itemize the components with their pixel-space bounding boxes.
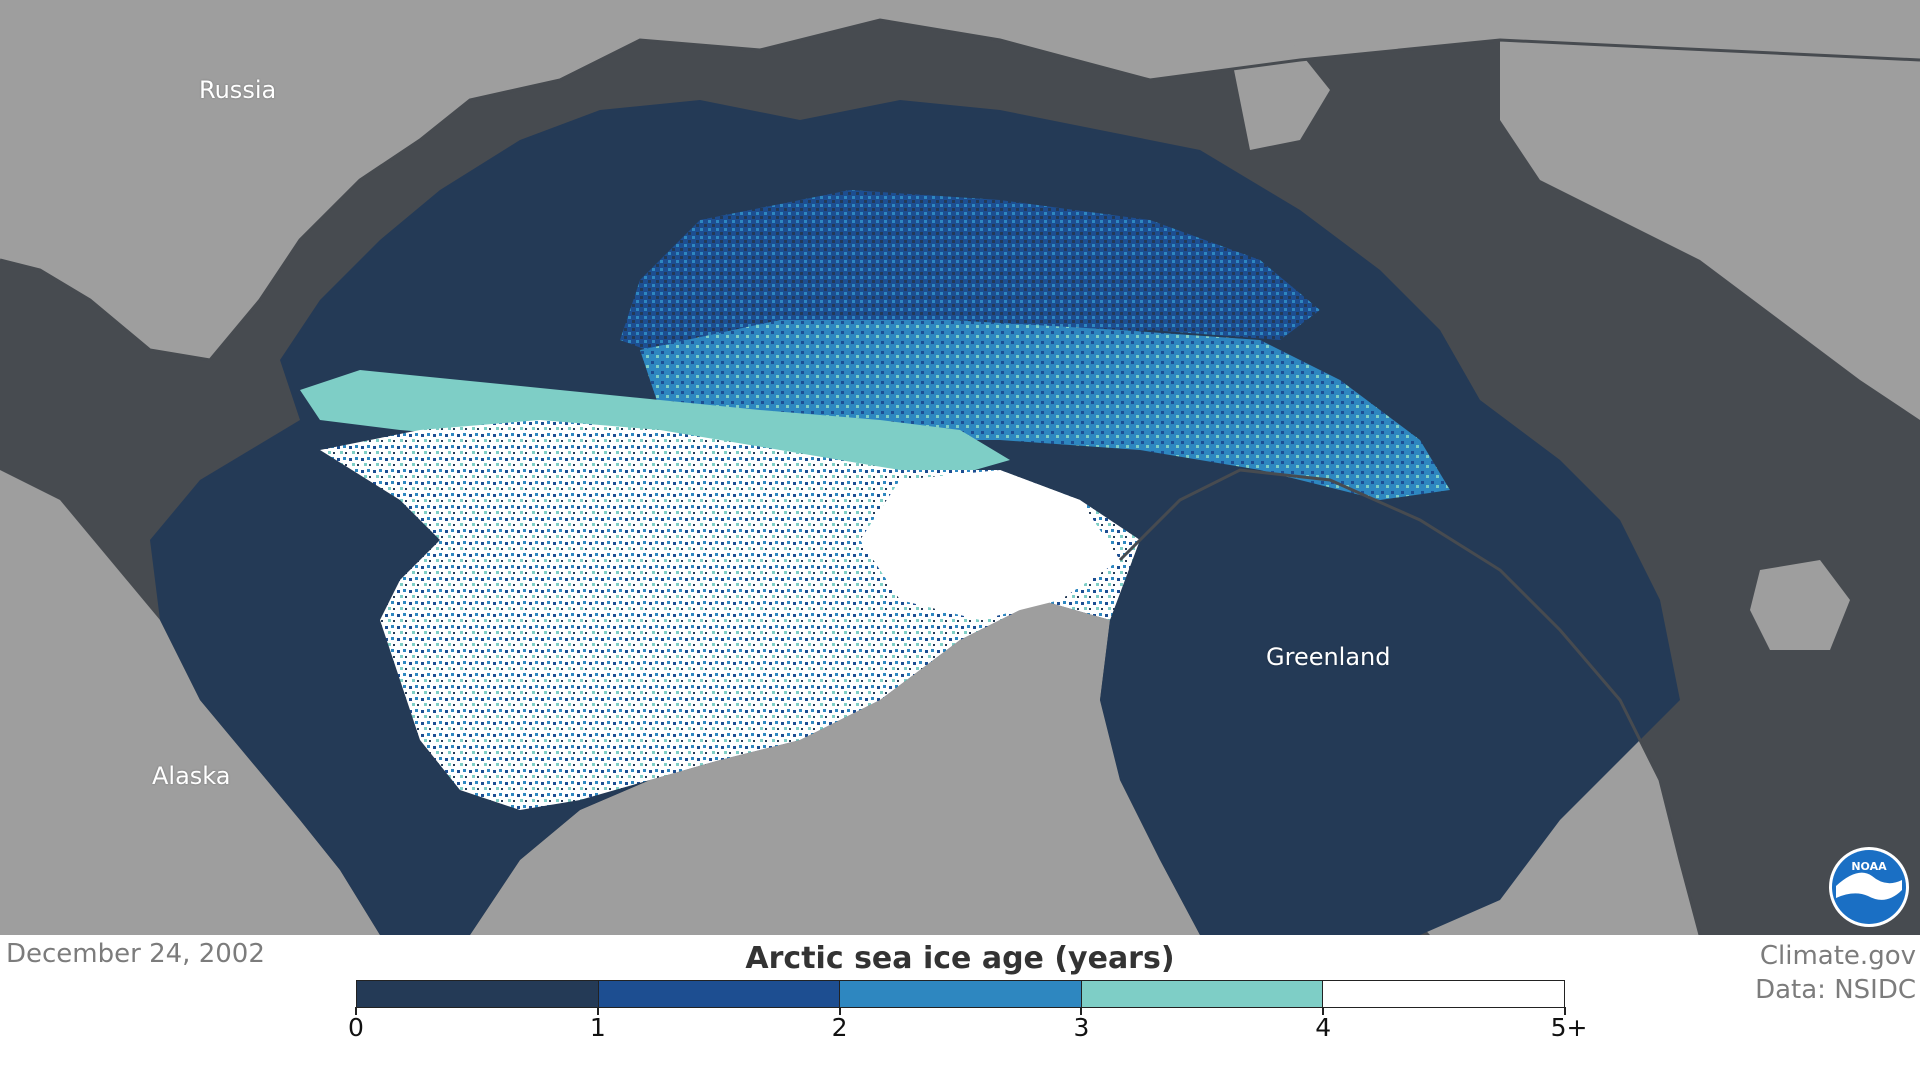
map-canvas <box>0 0 1920 935</box>
ice-layer <box>300 190 1450 810</box>
sea-ice-map: Russia Alaska Greenland NOAA <box>0 0 1920 935</box>
coastline-layer <box>0 18 1920 935</box>
land-alaska <box>0 470 380 935</box>
legend-tick-label-2: 2 <box>831 1013 848 1042</box>
ice-2-3yr <box>640 320 1450 500</box>
credit-source: Climate.gov <box>1759 941 1916 971</box>
legend-tick-label-5: 5+ <box>1550 1013 1588 1042</box>
legend-swatch-1 <box>597 981 840 1007</box>
noaa-logo-text: NOAA <box>1851 860 1887 873</box>
credit-block: Climate.gov Data: NSIDC <box>1755 939 1916 1007</box>
ice-3-4yr <box>300 370 1010 480</box>
label-russia: Russia <box>199 76 277 104</box>
legend-title: Arctic sea ice age (years) <box>745 941 1175 976</box>
legend-tick-label-1: 1 <box>589 1013 606 1042</box>
legend-tick-label-0: 0 <box>348 1013 364 1042</box>
legend-tick-1 <box>596 1007 599 1015</box>
legend-swatch-0 <box>357 981 598 1007</box>
legend-tick-4 <box>1322 1007 1325 1015</box>
land-russia <box>0 0 1920 360</box>
land-canada <box>470 600 1200 935</box>
land-iceland <box>1750 560 1850 650</box>
legend-tick-label-3: 3 <box>1073 1013 1090 1042</box>
legend-tick-label-4: 4 <box>1315 1013 1332 1042</box>
legend-color-bar <box>356 980 1565 1008</box>
label-alaska: Alaska <box>152 762 231 790</box>
label-greenland: Greenland <box>1266 643 1391 671</box>
date-label: December 24, 2002 <box>6 939 265 969</box>
legend-swatch-4 <box>1322 981 1564 1007</box>
legend-tick-0 <box>355 1007 357 1015</box>
legend-footer: December 24, 2002 Arctic sea ice age (ye… <box>0 935 1920 1080</box>
legend-tick-2 <box>838 1007 841 1015</box>
land-scandinavia <box>1500 40 1920 420</box>
legend-tick-3 <box>1080 1007 1083 1015</box>
legend-tick-5 <box>1564 1007 1566 1015</box>
legend-swatch-3 <box>1080 981 1323 1007</box>
ice-5plus-core <box>860 470 1120 620</box>
noaa-logo-icon: NOAA <box>1828 846 1910 928</box>
credit-data: Data: NSIDC <box>1755 975 1916 1005</box>
legend-swatch-2 <box>839 981 1081 1007</box>
